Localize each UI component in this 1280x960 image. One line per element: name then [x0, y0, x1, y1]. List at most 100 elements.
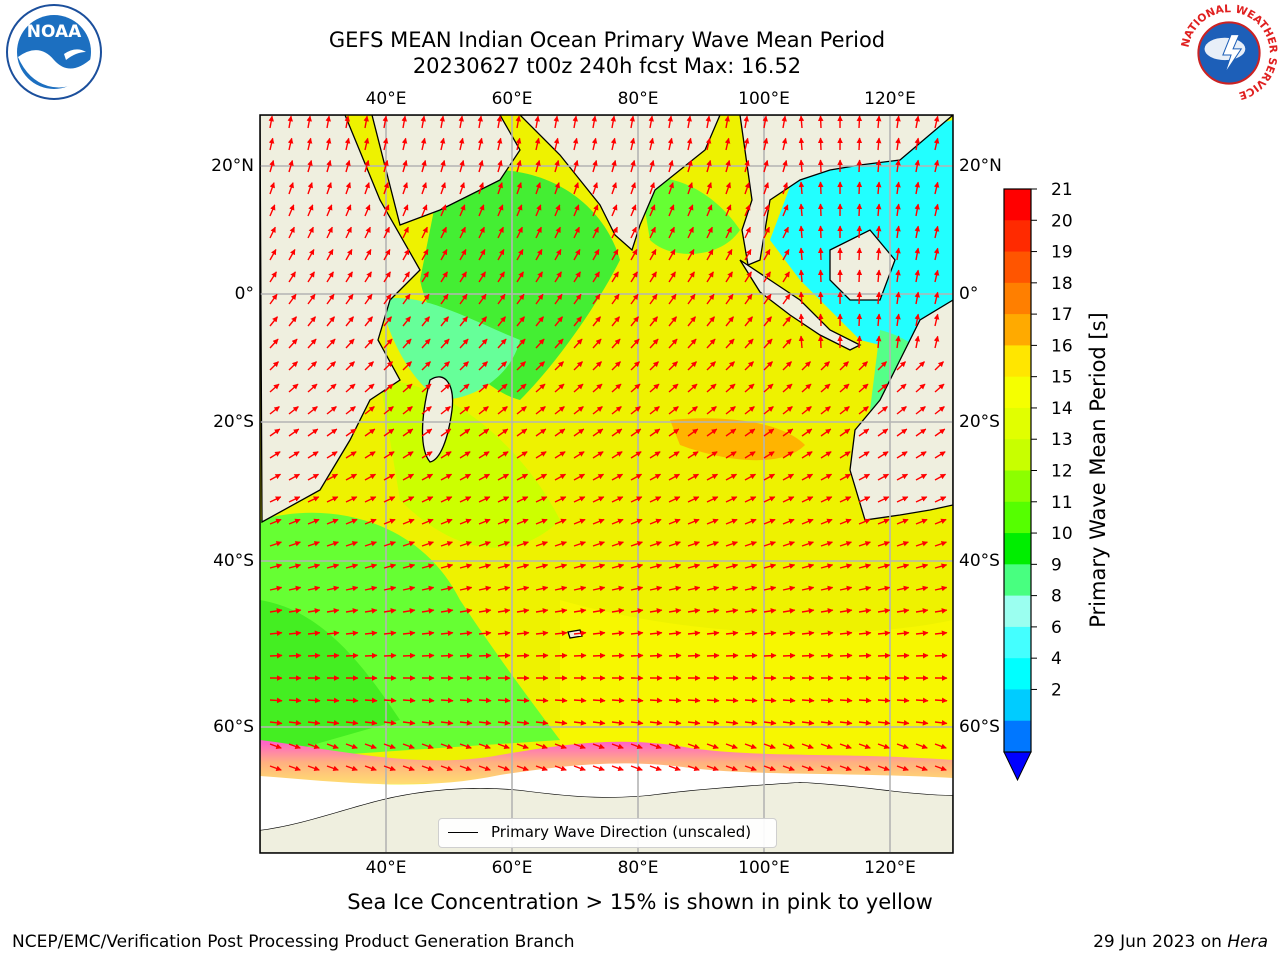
- direction-arrow-727: [402, 563, 416, 569]
- direction-arrow-854: [763, 630, 777, 637]
- direction-arrow-198: [611, 226, 618, 239]
- direction-arrow-817: [744, 608, 758, 614]
- direction-arrow-125: [592, 182, 598, 195]
- direction-arrow-117: [440, 182, 446, 195]
- direction-arrow-558: [611, 451, 623, 459]
- direction-arrow-889: [744, 652, 758, 659]
- direction-arrow-788: [877, 585, 891, 592]
- direction-arrow-86: [535, 159, 541, 173]
- direction-arrow-535: [858, 428, 870, 437]
- direction-arrow-767: [478, 585, 492, 592]
- direction-arrow-670: [687, 518, 700, 525]
- direction-arrow-161: [592, 204, 599, 217]
- direction-arrow-101: [817, 159, 824, 173]
- colorbar-swatch-12: [1004, 564, 1031, 597]
- direction-arrow-534: [839, 428, 851, 437]
- direction-arrow-653: [364, 518, 377, 525]
- direction-arrow-614: [307, 496, 320, 503]
- direction-arrow-112: [345, 182, 351, 195]
- direction-arrow-839: [478, 630, 492, 637]
- direction-arrow-580: [345, 473, 357, 481]
- direction-arrow-858: [839, 630, 853, 637]
- direction-arrow-634: [687, 496, 700, 503]
- direction-arrow-224: [421, 249, 429, 261]
- direction-arrow-189: [440, 226, 447, 239]
- lon-tick-bottom-1: 60°E: [491, 858, 533, 878]
- direction-arrow-689: [364, 541, 377, 547]
- direction-arrow-230: [535, 249, 543, 261]
- direction-arrow-77: [364, 159, 370, 173]
- colorbar-tick-label-0: 21: [1051, 180, 1073, 200]
- lon-tick-top-4: 120°E: [864, 89, 916, 109]
- direction-arrow-871: [402, 652, 416, 659]
- direction-arrow-1077: [896, 765, 909, 772]
- direction-arrow-52: [572, 137, 579, 151]
- direction-arrow-790: [915, 585, 929, 592]
- direction-arrow-312: [725, 293, 734, 305]
- direction-arrow-279: [782, 271, 790, 283]
- direction-arrow-122: [535, 182, 541, 195]
- direction-arrow-1037: [820, 743, 833, 750]
- direction-arrow-894: [839, 652, 853, 659]
- direction-arrow-799: [402, 608, 416, 614]
- direction-arrow-887: [706, 652, 720, 659]
- direction-arrow-963: [782, 697, 796, 704]
- direction-arrow-240: [725, 249, 733, 261]
- wave-direction-arrows: [268, 115, 948, 772]
- direction-arrow-1044: [269, 765, 282, 772]
- direction-arrow-79: [402, 159, 408, 173]
- direction-arrow-620: [421, 496, 434, 503]
- direction-arrow-167: [706, 204, 713, 217]
- direction-arrow-717: [896, 541, 909, 547]
- direction-arrow-422: [763, 361, 773, 371]
- direction-arrow-450: [611, 383, 622, 393]
- direction-arrow-701: [592, 541, 605, 547]
- direction-arrow-465: [896, 383, 907, 393]
- direction-arrow-1060: [573, 765, 586, 772]
- direction-arrow-512: [421, 428, 433, 437]
- colorbar-swatch-9: [1004, 470, 1031, 503]
- direction-arrow-728: [421, 563, 435, 569]
- direction-arrow-815: [706, 608, 720, 614]
- direction-arrow-456: [725, 383, 736, 393]
- direction-arrow-488: [649, 406, 660, 415]
- direction-arrow-710: [763, 541, 776, 547]
- direction-arrow-800: [421, 608, 435, 614]
- direction-arrow-425: [820, 361, 830, 371]
- direction-arrow-497: [820, 406, 831, 415]
- direction-arrow-269: [592, 271, 600, 283]
- direction-arrow-93: [668, 159, 674, 173]
- direction-arrow-818: [763, 608, 777, 614]
- direction-arrow-519: [554, 428, 566, 437]
- legend-line-sample: [448, 832, 478, 833]
- direction-arrow-173: [817, 203, 824, 217]
- direction-arrow-8: [420, 115, 426, 129]
- direction-arrow-801: [440, 608, 454, 614]
- direction-arrow-938: [307, 697, 321, 704]
- colorbar-swatch-14: [1004, 626, 1031, 659]
- direction-arrow-139: [856, 181, 863, 195]
- direction-arrow-20: [648, 115, 654, 129]
- direction-arrow-49: [515, 137, 522, 151]
- direction-arrow-56: [648, 137, 655, 151]
- direction-arrow-270: [611, 271, 619, 283]
- direction-arrow-7: [401, 115, 407, 129]
- direction-arrow-477: [440, 406, 451, 415]
- direction-arrow-235: [630, 249, 638, 261]
- direction-arrow-1040: [877, 743, 890, 750]
- direction-arrow-116: [421, 182, 427, 195]
- direction-arrow-550: [459, 451, 471, 459]
- direction-arrow-69: [895, 137, 901, 151]
- direction-arrow-584: [421, 473, 433, 481]
- direction-arrow-283: [856, 269, 863, 283]
- direction-arrow-245: [817, 247, 824, 261]
- direction-arrow-183: [326, 226, 333, 239]
- direction-arrow-1073: [820, 765, 833, 772]
- direction-arrow-704: [649, 541, 662, 547]
- direction-arrow-526: [687, 428, 699, 437]
- footer-machine: Hera: [1227, 932, 1268, 952]
- direction-arrow-218: [307, 249, 315, 261]
- direction-arrow-310: [687, 293, 696, 305]
- direction-arrow-842: [535, 630, 549, 637]
- direction-arrow-444: [497, 383, 508, 393]
